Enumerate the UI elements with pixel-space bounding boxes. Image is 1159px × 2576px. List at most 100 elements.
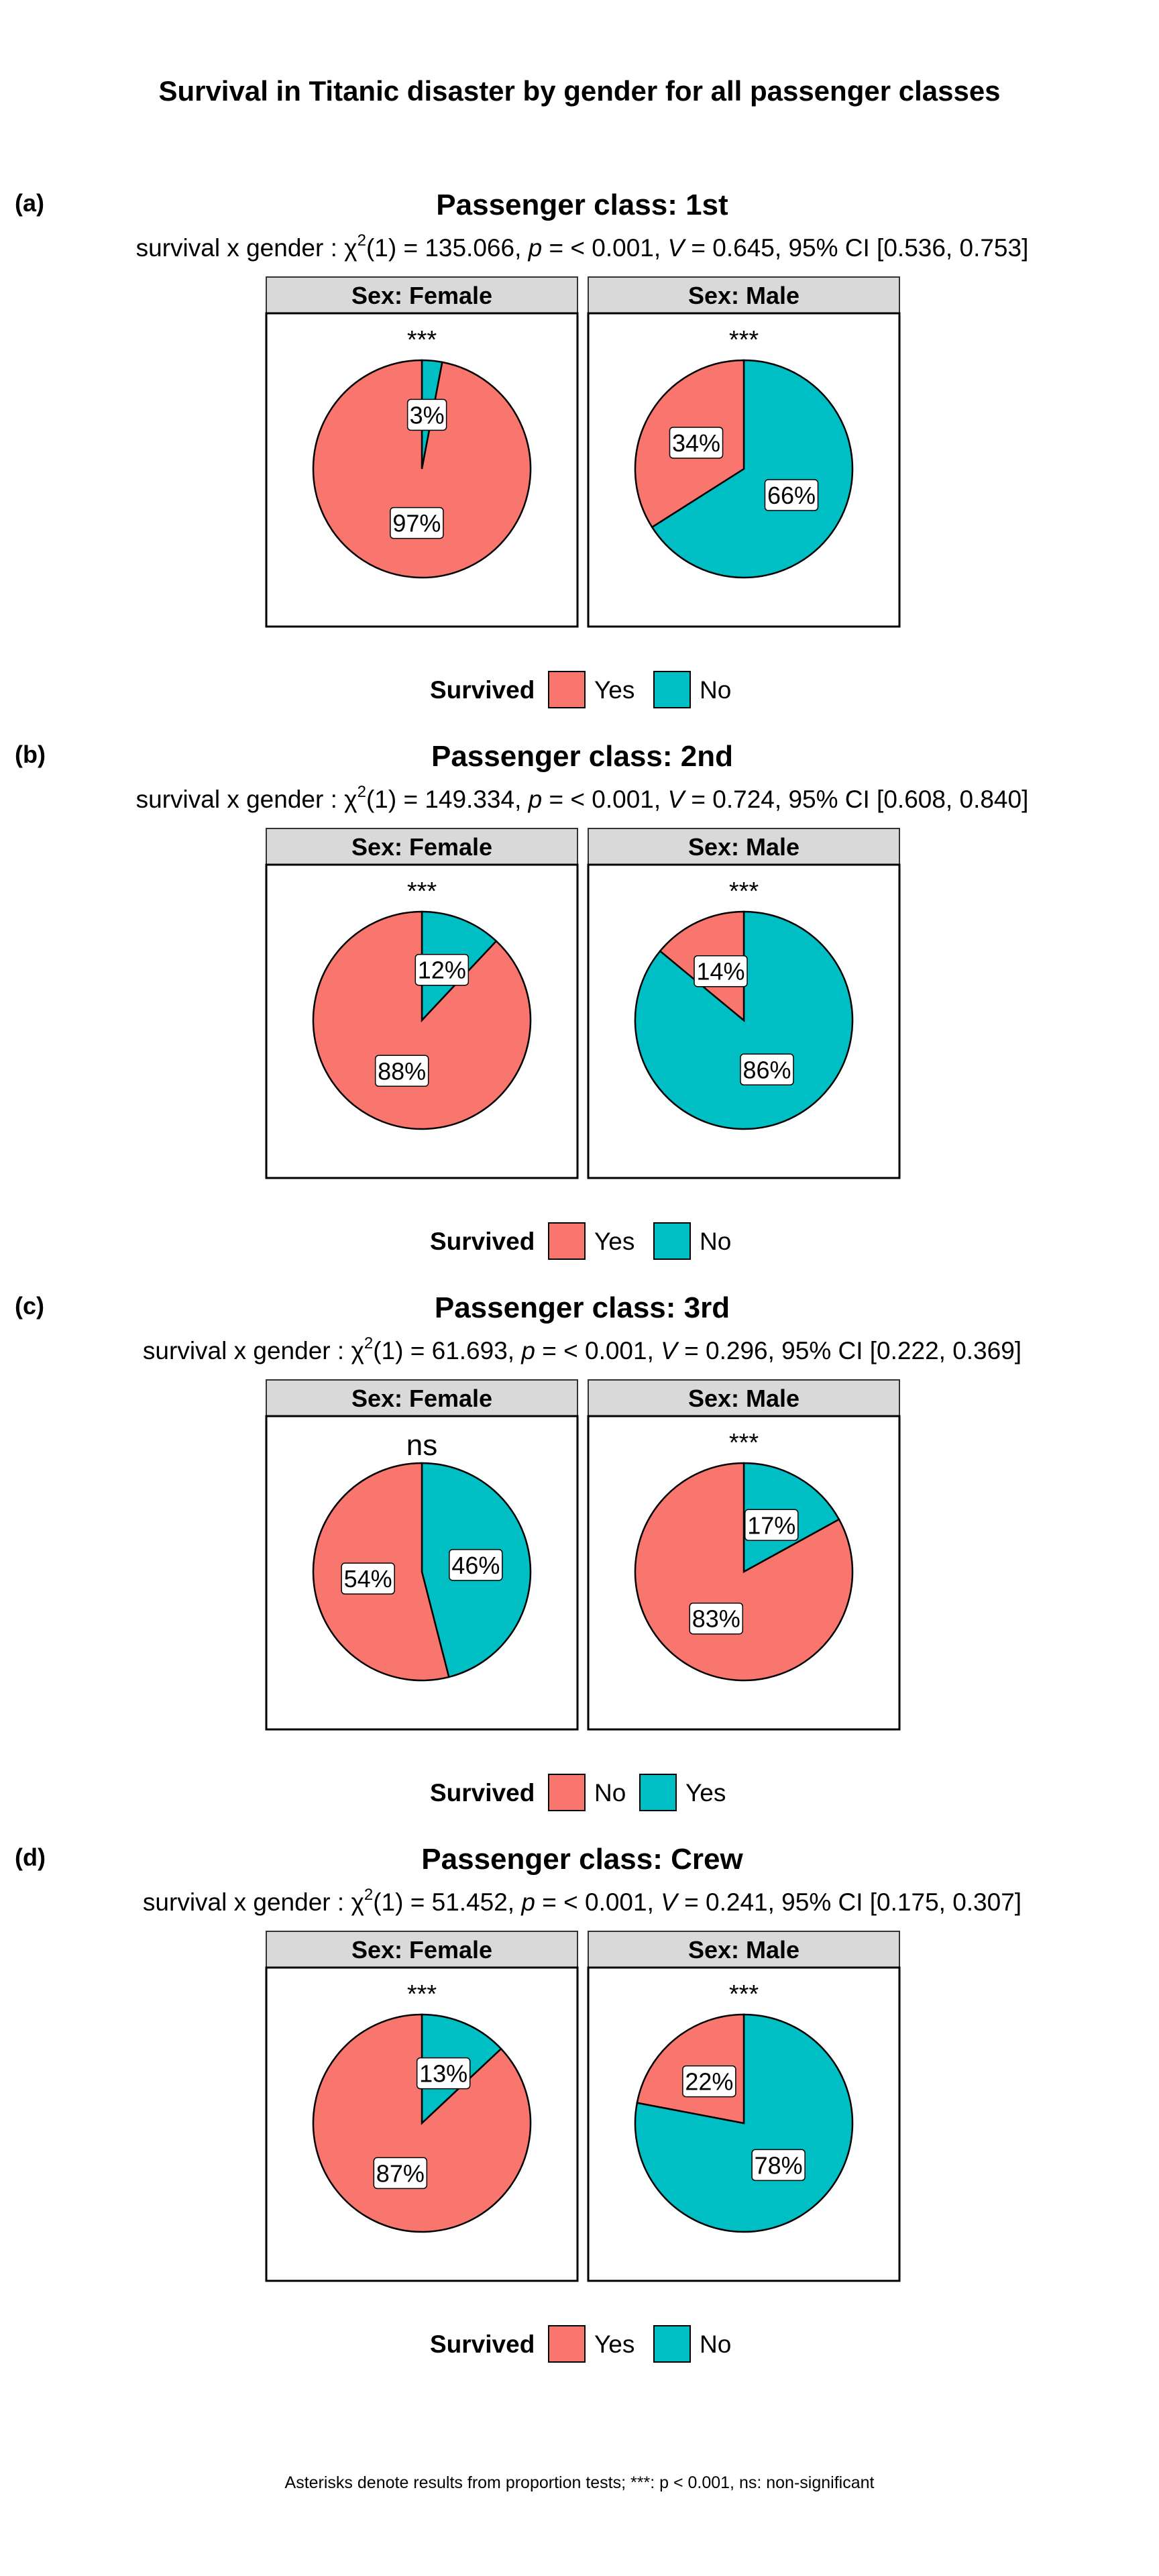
legend-title: Survived	[430, 1779, 535, 1807]
subtitle-prefix: survival x gender :	[136, 234, 345, 262]
subtitle-v-val: = 0.645, 95% CI [0.536, 0.753]	[684, 234, 1028, 262]
slice-label-box	[406, 398, 447, 431]
significance-label: ***	[729, 326, 759, 354]
chart-group: (a) Passenger class: 1st survival x gender…	[15, 189, 1029, 2363]
pie-slice	[312, 2013, 532, 2233]
significance-label: ***	[729, 1429, 759, 1457]
chart-tag: (b)	[15, 741, 46, 768]
subtitle-chi: χ	[344, 786, 357, 813]
facet-strip-label: Sex: Male	[688, 1385, 799, 1412]
slice-label-box	[374, 1055, 429, 1087]
facet-panel: Sex: Male *** 22% 78%	[587, 1931, 901, 2282]
slice-label: 87%	[376, 2159, 425, 2187]
slice-label: 13%	[419, 2060, 467, 2088]
subtitle-v-sym: V	[667, 234, 686, 262]
significance-label: ns	[406, 1429, 437, 1462]
chart-section: (d) Passenger class: Crew survival x gende…	[15, 1843, 1022, 2363]
legend-label: Yes	[594, 676, 634, 704]
significance-label: ***	[407, 1980, 437, 2008]
subtitle-sup: 2	[364, 1334, 373, 1352]
facet-strip-label: Sex: Female	[351, 833, 492, 861]
slice-label: 34%	[672, 429, 720, 457]
legend-label: No	[594, 1779, 626, 1807]
slice-label: 3%	[410, 401, 445, 429]
significance-label: ***	[729, 877, 759, 906]
slice-label-box	[449, 1549, 503, 1581]
slice-label: 66%	[767, 482, 816, 509]
facet-panel: Sex: Female *** 88% 12%	[265, 828, 579, 1179]
chart-title: Passenger class: Crew	[421, 1843, 743, 1876]
slice-label-box	[744, 1509, 799, 1542]
slice-label: 97%	[392, 510, 441, 537]
legend-key	[653, 1222, 691, 1260]
legend-title: Survived	[430, 1228, 535, 1255]
subtitle-chi: χ	[351, 1337, 364, 1364]
slice-label: 12%	[418, 957, 466, 984]
slice-label-box	[669, 427, 724, 459]
subtitle-prefix: survival x gender :	[143, 1888, 351, 1916]
chart-tag: (c)	[15, 1292, 44, 1320]
facet-strip	[266, 1379, 578, 1417]
legend-title: Survived	[430, 676, 535, 704]
significance-label: ***	[729, 1980, 759, 2008]
subtitle-p-sym: p	[520, 1888, 535, 1916]
subtitle-sup: 2	[357, 783, 366, 801]
subtitle-v-val: = 0.724, 95% CI [0.608, 0.840]	[684, 786, 1028, 813]
chart-subtitle: survival x gender : χ2(1) = 135.066, p =…	[136, 231, 1029, 262]
subtitle-p-val: = < 0.001,	[542, 786, 667, 813]
facet-strip-label: Sex: Female	[351, 1385, 492, 1412]
slice-label: 86%	[742, 1056, 791, 1083]
subtitle-chi: χ	[344, 234, 357, 262]
slice-label: 88%	[378, 1057, 426, 1085]
slice-label-box	[390, 506, 444, 539]
subtitle-df: (1) = 51.452,	[373, 1888, 521, 1916]
subtitle-p-sym: p	[528, 786, 543, 813]
facet-strip	[266, 1931, 578, 1968]
facet-strip-label: Sex: Male	[688, 282, 799, 309]
subtitle-v-sym: V	[667, 786, 686, 813]
pie-slice	[651, 359, 854, 579]
subtitle-prefix: survival x gender :	[143, 1337, 351, 1364]
subtitle-chi: χ	[351, 1888, 364, 1916]
facet-strip-label: Sex: Female	[351, 1936, 492, 1964]
legend-key	[548, 1774, 586, 1811]
significance-label: ***	[407, 326, 437, 354]
slice-label: 46%	[451, 1552, 500, 1579]
chart-title: Passenger class: 1st	[436, 189, 728, 221]
slice-label-box	[694, 955, 748, 987]
slice-label-box	[740, 1053, 794, 1086]
subtitle-p-sym: p	[520, 1337, 535, 1364]
legend: Survived No Yes	[430, 1774, 726, 1811]
chart-subtitle: survival x gender : χ2(1) = 149.334, p =…	[136, 783, 1029, 813]
facet-strip-label: Sex: Female	[351, 282, 492, 309]
subtitle-v-val: = 0.296, 95% CI [0.222, 0.369]	[677, 1337, 1022, 1364]
slice-label-box	[341, 1562, 395, 1595]
significance-label: ***	[407, 877, 437, 906]
facet-strip	[588, 1379, 900, 1417]
figure-caption: Asterisks denote results from proportion…	[285, 2473, 875, 2492]
facet-panel: Sex: Male *** 14% 86%	[587, 828, 901, 1179]
subtitle-p-val: = < 0.001,	[535, 1888, 661, 1916]
subtitle-v-val: = 0.241, 95% CI [0.175, 0.307]	[677, 1888, 1022, 1916]
legend: Survived Yes No	[430, 2325, 731, 2363]
slice-label-box	[764, 479, 819, 511]
legend: Survived Yes No	[430, 671, 731, 708]
slice-label-box	[416, 2057, 471, 2090]
legend-key	[548, 2325, 586, 2363]
legend-key	[653, 671, 691, 708]
subtitle-prefix: survival x gender :	[136, 786, 345, 813]
pie-slice	[312, 910, 532, 1130]
chart-title: Passenger class: 2nd	[431, 740, 733, 773]
legend-label: Yes	[685, 1779, 726, 1807]
chart-subtitle: survival x gender : χ2(1) = 51.452, p = …	[143, 1886, 1022, 1916]
slice-label: 54%	[344, 1565, 392, 1593]
subtitle-v-sym: V	[661, 1337, 679, 1364]
subtitle-v-sym: V	[661, 1888, 679, 1916]
subtitle-p-val: = < 0.001,	[535, 1337, 661, 1364]
slice-label: 83%	[692, 1605, 740, 1633]
facet-panel: Sex: Female *** 97% 3%	[265, 276, 579, 628]
legend-key	[653, 2325, 691, 2363]
slice-label: 78%	[755, 2151, 803, 2179]
subtitle-df: (1) = 61.693,	[373, 1337, 521, 1364]
facet-strip-label: Sex: Male	[688, 1936, 799, 1964]
